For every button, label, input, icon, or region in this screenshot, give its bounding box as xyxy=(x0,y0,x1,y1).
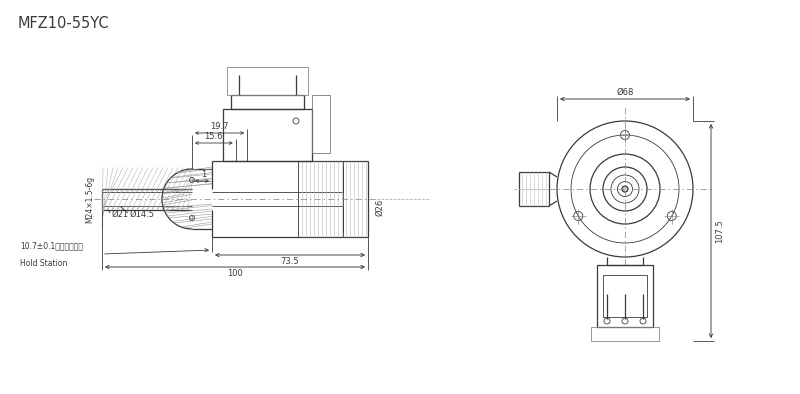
Text: Ø26: Ø26 xyxy=(375,198,384,216)
Text: Ø14.5: Ø14.5 xyxy=(130,210,155,219)
Text: 107.5: 107.5 xyxy=(715,219,724,243)
Text: 73.5: 73.5 xyxy=(281,258,299,266)
Bar xyxy=(603,275,647,317)
Bar xyxy=(591,327,659,341)
Text: MFZ10-55YC: MFZ10-55YC xyxy=(18,16,110,31)
Bar xyxy=(223,109,312,161)
Bar xyxy=(312,95,330,153)
Text: Hold Station: Hold Station xyxy=(20,259,67,268)
Circle shape xyxy=(622,186,628,192)
Text: 15.6: 15.6 xyxy=(205,132,223,141)
Bar xyxy=(597,265,653,327)
Text: 1: 1 xyxy=(202,170,206,179)
Text: M24×1.5-6g: M24×1.5-6g xyxy=(86,175,94,223)
Text: 100: 100 xyxy=(227,269,243,279)
Bar xyxy=(227,67,308,95)
Bar xyxy=(231,95,304,109)
Text: 10.7±0.1（吸合位置）: 10.7±0.1（吸合位置） xyxy=(20,241,83,250)
Text: Ø21: Ø21 xyxy=(112,210,129,219)
Text: Ø68: Ø68 xyxy=(616,87,634,97)
Text: 19.7: 19.7 xyxy=(210,121,229,130)
